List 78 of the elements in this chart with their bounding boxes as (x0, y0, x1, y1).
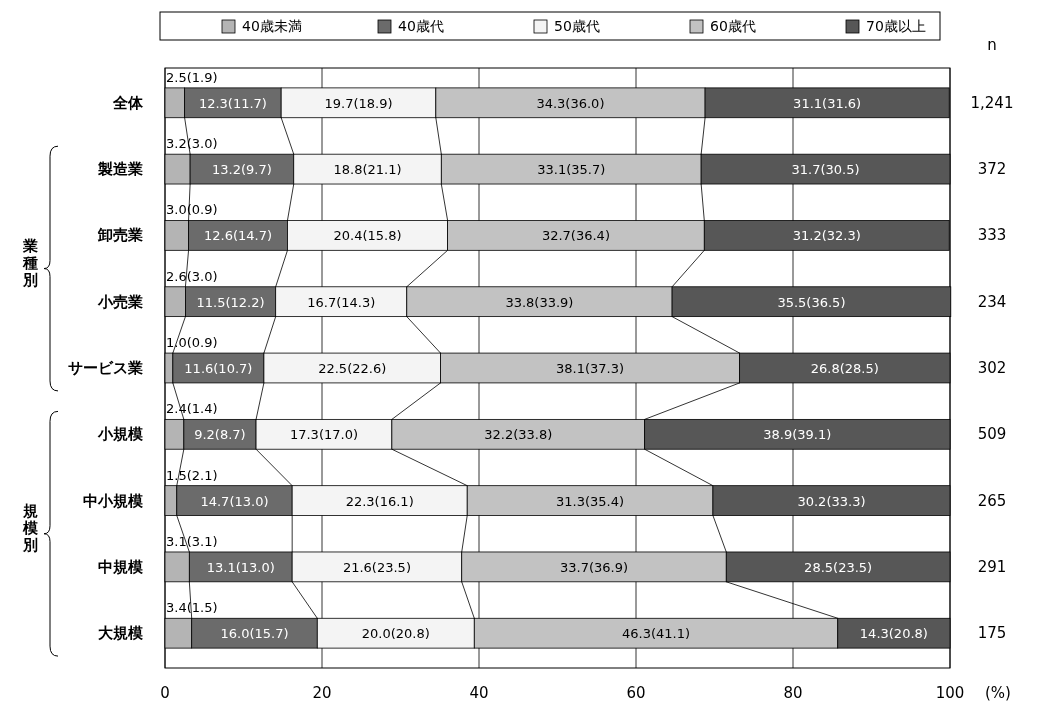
text: n (987, 36, 997, 54)
y-tick-label: 小売業 (97, 292, 143, 311)
data-label: 20.0(20.8) (361, 626, 430, 642)
data-label: 12.6(14.7) (203, 228, 273, 244)
data-label: 16.0(15.7) (220, 626, 289, 642)
data-label: 2.5(1.9) (166, 69, 218, 85)
x-tick-label: 40 (469, 684, 489, 702)
data-label: 22.5(22.6) (318, 361, 387, 376)
y-tick-label: 大規模 (98, 624, 144, 643)
y-tick-label: 中小規模 (83, 491, 144, 510)
y-tick-label: 全体 (112, 93, 144, 112)
text: 372 (977, 160, 1007, 179)
x-tick-label: 20 (312, 684, 332, 702)
data-label: 14.3(20.8) (859, 626, 928, 642)
data-label: 31.3(35.4) (556, 493, 625, 509)
data-label: 30.2(33.3) (797, 493, 866, 509)
data-label: 33.1(35.7) (537, 162, 606, 178)
data-label: 28.5(23.5) (804, 559, 873, 575)
x-tick-label: 60 (626, 684, 646, 702)
legend-label: 40歳未満 (242, 18, 302, 34)
data-label: 32.7(36.4) (541, 228, 610, 244)
x-tick-label: 100 (935, 684, 965, 702)
data-label: 31.1(31.6) (793, 95, 862, 111)
data-label: 3.4(1.5) (166, 600, 218, 616)
data-label: 18.8(21.1) (333, 162, 402, 178)
data-label: 2.4(1.4) (166, 401, 218, 417)
data-label: 3.2(3.0) (166, 136, 218, 152)
legend-label: 60歳代 (710, 18, 756, 34)
text: 265 (977, 491, 1007, 510)
data-label: 11.5(12.2) (196, 294, 265, 310)
x-tick-label: 80 (783, 684, 803, 702)
data-label: 1.0(0.9) (166, 335, 218, 351)
x-axis-title: (%) (985, 684, 1011, 702)
data-label: 13.1(13.0) (206, 559, 275, 575)
data-label: 31.7(30.5) (791, 162, 860, 178)
data-label: 21.6(23.5) (342, 559, 411, 575)
data-label: 19.7(18.9) (324, 95, 393, 111)
y-tick-label: サービス業 (68, 359, 143, 377)
legend-label: 70歳以上 (866, 18, 926, 34)
text: 175 (977, 624, 1007, 643)
y-tick-label: 中規模 (98, 557, 144, 576)
data-label: 16.7(14.3) (307, 294, 376, 310)
x-tick-label: 0 (160, 684, 170, 702)
data-label: 3.0(0.9) (166, 202, 218, 218)
text: 規模別 (21, 501, 39, 554)
data-label: 14.7(13.0) (200, 493, 269, 509)
text: 業種別 (21, 236, 38, 289)
data-label: 20.4(15.8) (333, 228, 402, 244)
text: 1,241 (970, 93, 1014, 112)
data-label: 46.3(41.1) (621, 626, 691, 642)
text: 333 (977, 226, 1007, 245)
data-label: 31.2(32.3) (792, 228, 861, 244)
data-label: 1.5(2.1) (166, 467, 218, 483)
data-label: 17.3(17.0) (289, 427, 358, 443)
data-label: 3.1(3.1) (166, 533, 218, 549)
y-tick-label: 製造業 (97, 160, 143, 179)
data-label: 13.2(9.7) (212, 162, 272, 178)
data-label: 9.2(8.7) (194, 427, 246, 443)
text: 291 (977, 557, 1007, 576)
data-label: 11.6(10.7) (184, 361, 253, 376)
data-label: 33.8(33.9) (505, 294, 574, 310)
data-label: 2.6(3.0) (166, 268, 218, 284)
text: 509 (977, 425, 1007, 444)
data-label: 32.2(33.8) (484, 427, 553, 443)
data-label: 12.3(11.7) (198, 95, 267, 111)
data-label: 33.7(36.9) (559, 559, 629, 575)
text: 234 (977, 292, 1007, 311)
data-label: 26.8(28.5) (810, 361, 879, 376)
data-label: 35.5(36.5) (777, 294, 846, 310)
legend-label: 40歳代 (398, 18, 444, 34)
data-label: 38.9(39.1) (763, 427, 832, 443)
data-label: 38.1(37.3) (556, 361, 625, 376)
data-label: 34.3(36.0) (536, 95, 605, 111)
legend-label: 50歳代 (554, 18, 600, 34)
data-label: 22.3(16.1) (345, 493, 414, 509)
y-tick-label: 小規模 (97, 425, 144, 444)
y-tick-label: 卸売業 (97, 226, 143, 245)
text: 302 (977, 359, 1007, 377)
